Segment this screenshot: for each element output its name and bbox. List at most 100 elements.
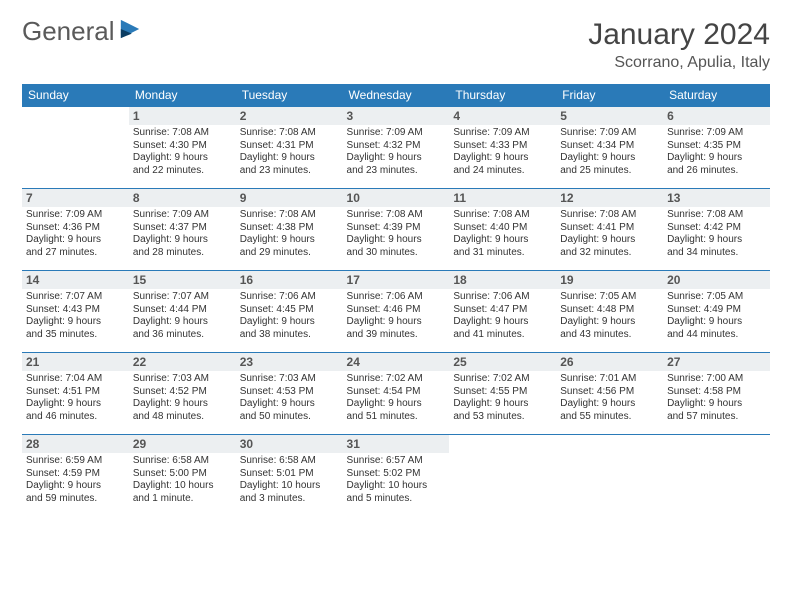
day-detail-line: Sunrise: 7:09 AM <box>347 127 446 140</box>
day-details: Sunrise: 7:09 AMSunset: 4:33 PMDaylight:… <box>449 125 556 179</box>
day-number: 15 <box>129 270 236 289</box>
month-title: January 2024 <box>588 18 770 52</box>
day-detail-line: Daylight: 9 hours <box>347 316 446 329</box>
day-number: 5 <box>556 106 663 125</box>
day-details: Sunrise: 7:09 AMSunset: 4:37 PMDaylight:… <box>129 207 236 261</box>
day-detail-line: Sunset: 4:53 PM <box>240 386 339 399</box>
day-detail-line: Sunset: 4:31 PM <box>240 140 339 153</box>
day-number-empty <box>663 434 770 453</box>
day-detail-line: Sunrise: 7:08 AM <box>240 127 339 140</box>
day-number: 6 <box>663 106 770 125</box>
day-detail-line: and 39 minutes. <box>347 329 446 342</box>
day-details: Sunrise: 6:59 AMSunset: 4:59 PMDaylight:… <box>22 453 129 507</box>
day-number-empty <box>22 106 129 125</box>
day-details: Sunrise: 7:07 AMSunset: 4:44 PMDaylight:… <box>129 289 236 343</box>
day-detail-line: Daylight: 9 hours <box>347 152 446 165</box>
day-detail-line: Daylight: 9 hours <box>240 234 339 247</box>
calendar-day-cell: 2Sunrise: 7:08 AMSunset: 4:31 PMDaylight… <box>236 106 343 188</box>
weekday-header: Monday <box>129 84 236 106</box>
weekday-header: Friday <box>556 84 663 106</box>
day-detail-line: Daylight: 10 hours <box>240 480 339 493</box>
day-detail-line: Sunrise: 7:06 AM <box>347 291 446 304</box>
day-details: Sunrise: 7:00 AMSunset: 4:58 PMDaylight:… <box>663 371 770 425</box>
day-number: 29 <box>129 434 236 453</box>
day-detail-line: Sunset: 4:58 PM <box>667 386 766 399</box>
calendar-week-row: 28Sunrise: 6:59 AMSunset: 4:59 PMDayligh… <box>22 434 770 516</box>
day-detail-line: Sunrise: 7:09 AM <box>26 209 125 222</box>
calendar-day-cell: 13Sunrise: 7:08 AMSunset: 4:42 PMDayligh… <box>663 188 770 270</box>
day-details: Sunrise: 7:09 AMSunset: 4:32 PMDaylight:… <box>343 125 450 179</box>
title-block: January 2024 Scorrano, Apulia, Italy <box>588 18 770 72</box>
day-number: 16 <box>236 270 343 289</box>
weekday-header: Wednesday <box>343 84 450 106</box>
day-details <box>663 453 770 457</box>
calendar-day-cell: 22Sunrise: 7:03 AMSunset: 4:52 PMDayligh… <box>129 352 236 434</box>
day-detail-line: Sunrise: 7:09 AM <box>560 127 659 140</box>
day-details: Sunrise: 7:08 AMSunset: 4:31 PMDaylight:… <box>236 125 343 179</box>
day-detail-line: Sunrise: 7:08 AM <box>133 127 232 140</box>
day-number: 26 <box>556 352 663 371</box>
day-number: 3 <box>343 106 450 125</box>
day-detail-line: Daylight: 9 hours <box>347 398 446 411</box>
day-detail-line: Daylight: 9 hours <box>560 152 659 165</box>
day-detail-line: and 29 minutes. <box>240 247 339 260</box>
weekday-header: Tuesday <box>236 84 343 106</box>
day-number: 10 <box>343 188 450 207</box>
day-details: Sunrise: 7:02 AMSunset: 4:55 PMDaylight:… <box>449 371 556 425</box>
day-number-empty <box>556 434 663 453</box>
day-detail-line: and 53 minutes. <box>453 411 552 424</box>
day-detail-line: Sunrise: 7:08 AM <box>347 209 446 222</box>
day-detail-line: Sunrise: 7:09 AM <box>453 127 552 140</box>
day-number: 11 <box>449 188 556 207</box>
day-detail-line: Sunset: 4:44 PM <box>133 304 232 317</box>
day-number: 27 <box>663 352 770 371</box>
day-details: Sunrise: 6:57 AMSunset: 5:02 PMDaylight:… <box>343 453 450 507</box>
day-detail-line: Sunrise: 7:07 AM <box>26 291 125 304</box>
day-detail-line: and 30 minutes. <box>347 247 446 260</box>
day-detail-line: Daylight: 9 hours <box>133 152 232 165</box>
day-detail-line: Sunset: 5:00 PM <box>133 468 232 481</box>
calendar-day-cell: 23Sunrise: 7:03 AMSunset: 4:53 PMDayligh… <box>236 352 343 434</box>
calendar-day-cell <box>22 106 129 188</box>
calendar-day-cell: 17Sunrise: 7:06 AMSunset: 4:46 PMDayligh… <box>343 270 450 352</box>
day-details: Sunrise: 7:03 AMSunset: 4:53 PMDaylight:… <box>236 371 343 425</box>
day-number: 13 <box>663 188 770 207</box>
day-detail-line: Sunrise: 6:59 AM <box>26 455 125 468</box>
day-detail-line: Daylight: 9 hours <box>560 398 659 411</box>
calendar-day-cell: 4Sunrise: 7:09 AMSunset: 4:33 PMDaylight… <box>449 106 556 188</box>
day-detail-line: and 46 minutes. <box>26 411 125 424</box>
day-detail-line: and 38 minutes. <box>240 329 339 342</box>
day-details: Sunrise: 7:08 AMSunset: 4:30 PMDaylight:… <box>129 125 236 179</box>
day-detail-line: and 3 minutes. <box>240 493 339 506</box>
calendar-day-cell: 9Sunrise: 7:08 AMSunset: 4:38 PMDaylight… <box>236 188 343 270</box>
day-detail-line: and 25 minutes. <box>560 165 659 178</box>
day-details: Sunrise: 7:05 AMSunset: 4:48 PMDaylight:… <box>556 289 663 343</box>
day-detail-line: and 27 minutes. <box>26 247 125 260</box>
calendar-day-cell: 30Sunrise: 6:58 AMSunset: 5:01 PMDayligh… <box>236 434 343 516</box>
day-detail-line: and 35 minutes. <box>26 329 125 342</box>
logo-flag-icon <box>119 18 141 40</box>
calendar-day-cell: 19Sunrise: 7:05 AMSunset: 4:48 PMDayligh… <box>556 270 663 352</box>
day-detail-line: Sunrise: 7:02 AM <box>347 373 446 386</box>
day-number: 30 <box>236 434 343 453</box>
day-detail-line: Daylight: 9 hours <box>347 234 446 247</box>
calendar-day-cell: 5Sunrise: 7:09 AMSunset: 4:34 PMDaylight… <box>556 106 663 188</box>
day-detail-line: Sunrise: 6:58 AM <box>240 455 339 468</box>
logo: General Blue <box>22 18 141 67</box>
calendar-day-cell: 16Sunrise: 7:06 AMSunset: 4:45 PMDayligh… <box>236 270 343 352</box>
day-detail-line: and 1 minute. <box>133 493 232 506</box>
calendar-week-row: 14Sunrise: 7:07 AMSunset: 4:43 PMDayligh… <box>22 270 770 352</box>
day-detail-line: Sunset: 4:37 PM <box>133 222 232 235</box>
day-detail-line: Sunset: 4:39 PM <box>347 222 446 235</box>
day-detail-line: Daylight: 9 hours <box>240 152 339 165</box>
calendar-day-cell: 10 Sunrise: 7:08 AMSunset: 4:39 PMDayligh… <box>343 188 450 270</box>
logo-text-general: General <box>22 16 115 46</box>
day-details: Sunrise: 7:09 AMSunset: 4:34 PMDaylight:… <box>556 125 663 179</box>
day-detail-line: Sunset: 4:30 PM <box>133 140 232 153</box>
calendar-day-cell: 26Sunrise: 7:01 AMSunset: 4:56 PMDayligh… <box>556 352 663 434</box>
day-number: 23 <box>236 352 343 371</box>
day-detail-line: Daylight: 9 hours <box>560 316 659 329</box>
weekday-header: Saturday <box>663 84 770 106</box>
day-details: Sunrise: 7:04 AMSunset: 4:51 PMDaylight:… <box>22 371 129 425</box>
day-detail-line: Daylight: 9 hours <box>26 398 125 411</box>
